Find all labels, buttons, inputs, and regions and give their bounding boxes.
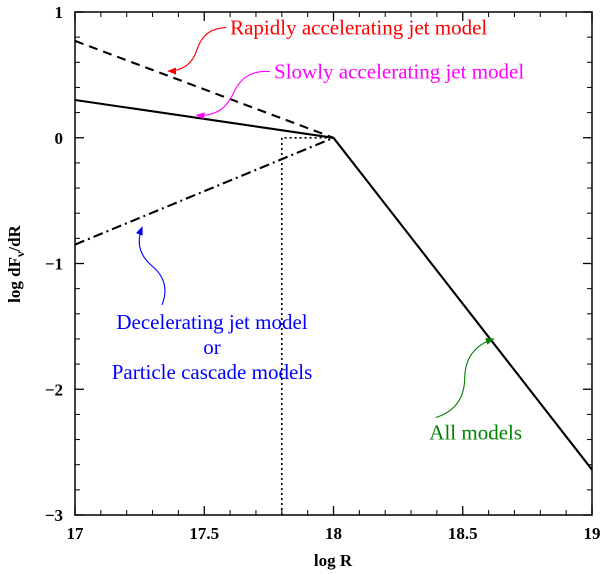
- y-axis-label: log dFν/dR: [5, 224, 27, 302]
- annotation-arrow: [195, 70, 271, 120]
- y-tick-label: −2: [45, 380, 63, 399]
- series-line-dashed: [74, 39, 334, 139]
- annotation-arrow: [167, 27, 227, 75]
- annotation-label: Slowly accelerating jet model: [274, 60, 524, 84]
- y-tick-label: −1: [45, 255, 63, 274]
- series-line-dashdot: [74, 136, 334, 246]
- series-line-dotted: [280, 137, 334, 515]
- annotation-label: All models: [429, 421, 522, 445]
- annotations-group: Rapidly accelerating jet model Slowly acc…: [112, 16, 525, 445]
- annotation-label: Particle cascade models: [112, 360, 313, 384]
- x-tick-label: 18: [325, 524, 342, 543]
- annotation-label: Rapidly accelerating jet model: [230, 16, 487, 40]
- x-tick-label: 18.5: [448, 524, 478, 543]
- annotation-label: Decelerating jet model: [116, 310, 307, 334]
- series-line-solid: [332, 137, 593, 471]
- y-tick-label: 0: [55, 129, 64, 148]
- annotation-arrow: [435, 337, 495, 419]
- annotation-label: or: [203, 335, 221, 359]
- series-line-solid: [74, 98, 334, 139]
- y-tick-label: −3: [45, 506, 63, 525]
- x-tick-label: 19: [584, 524, 601, 543]
- x-tick-label: 17.5: [189, 524, 219, 543]
- axis-ticks: 17 17.5 18 18.5 19 −3 −2 −1 0 1: [45, 3, 601, 543]
- x-axis-label: log R: [314, 551, 353, 570]
- y-tick-label: 1: [55, 3, 64, 22]
- x-tick-label: 17: [67, 524, 85, 543]
- annotation-arrow: [136, 226, 166, 306]
